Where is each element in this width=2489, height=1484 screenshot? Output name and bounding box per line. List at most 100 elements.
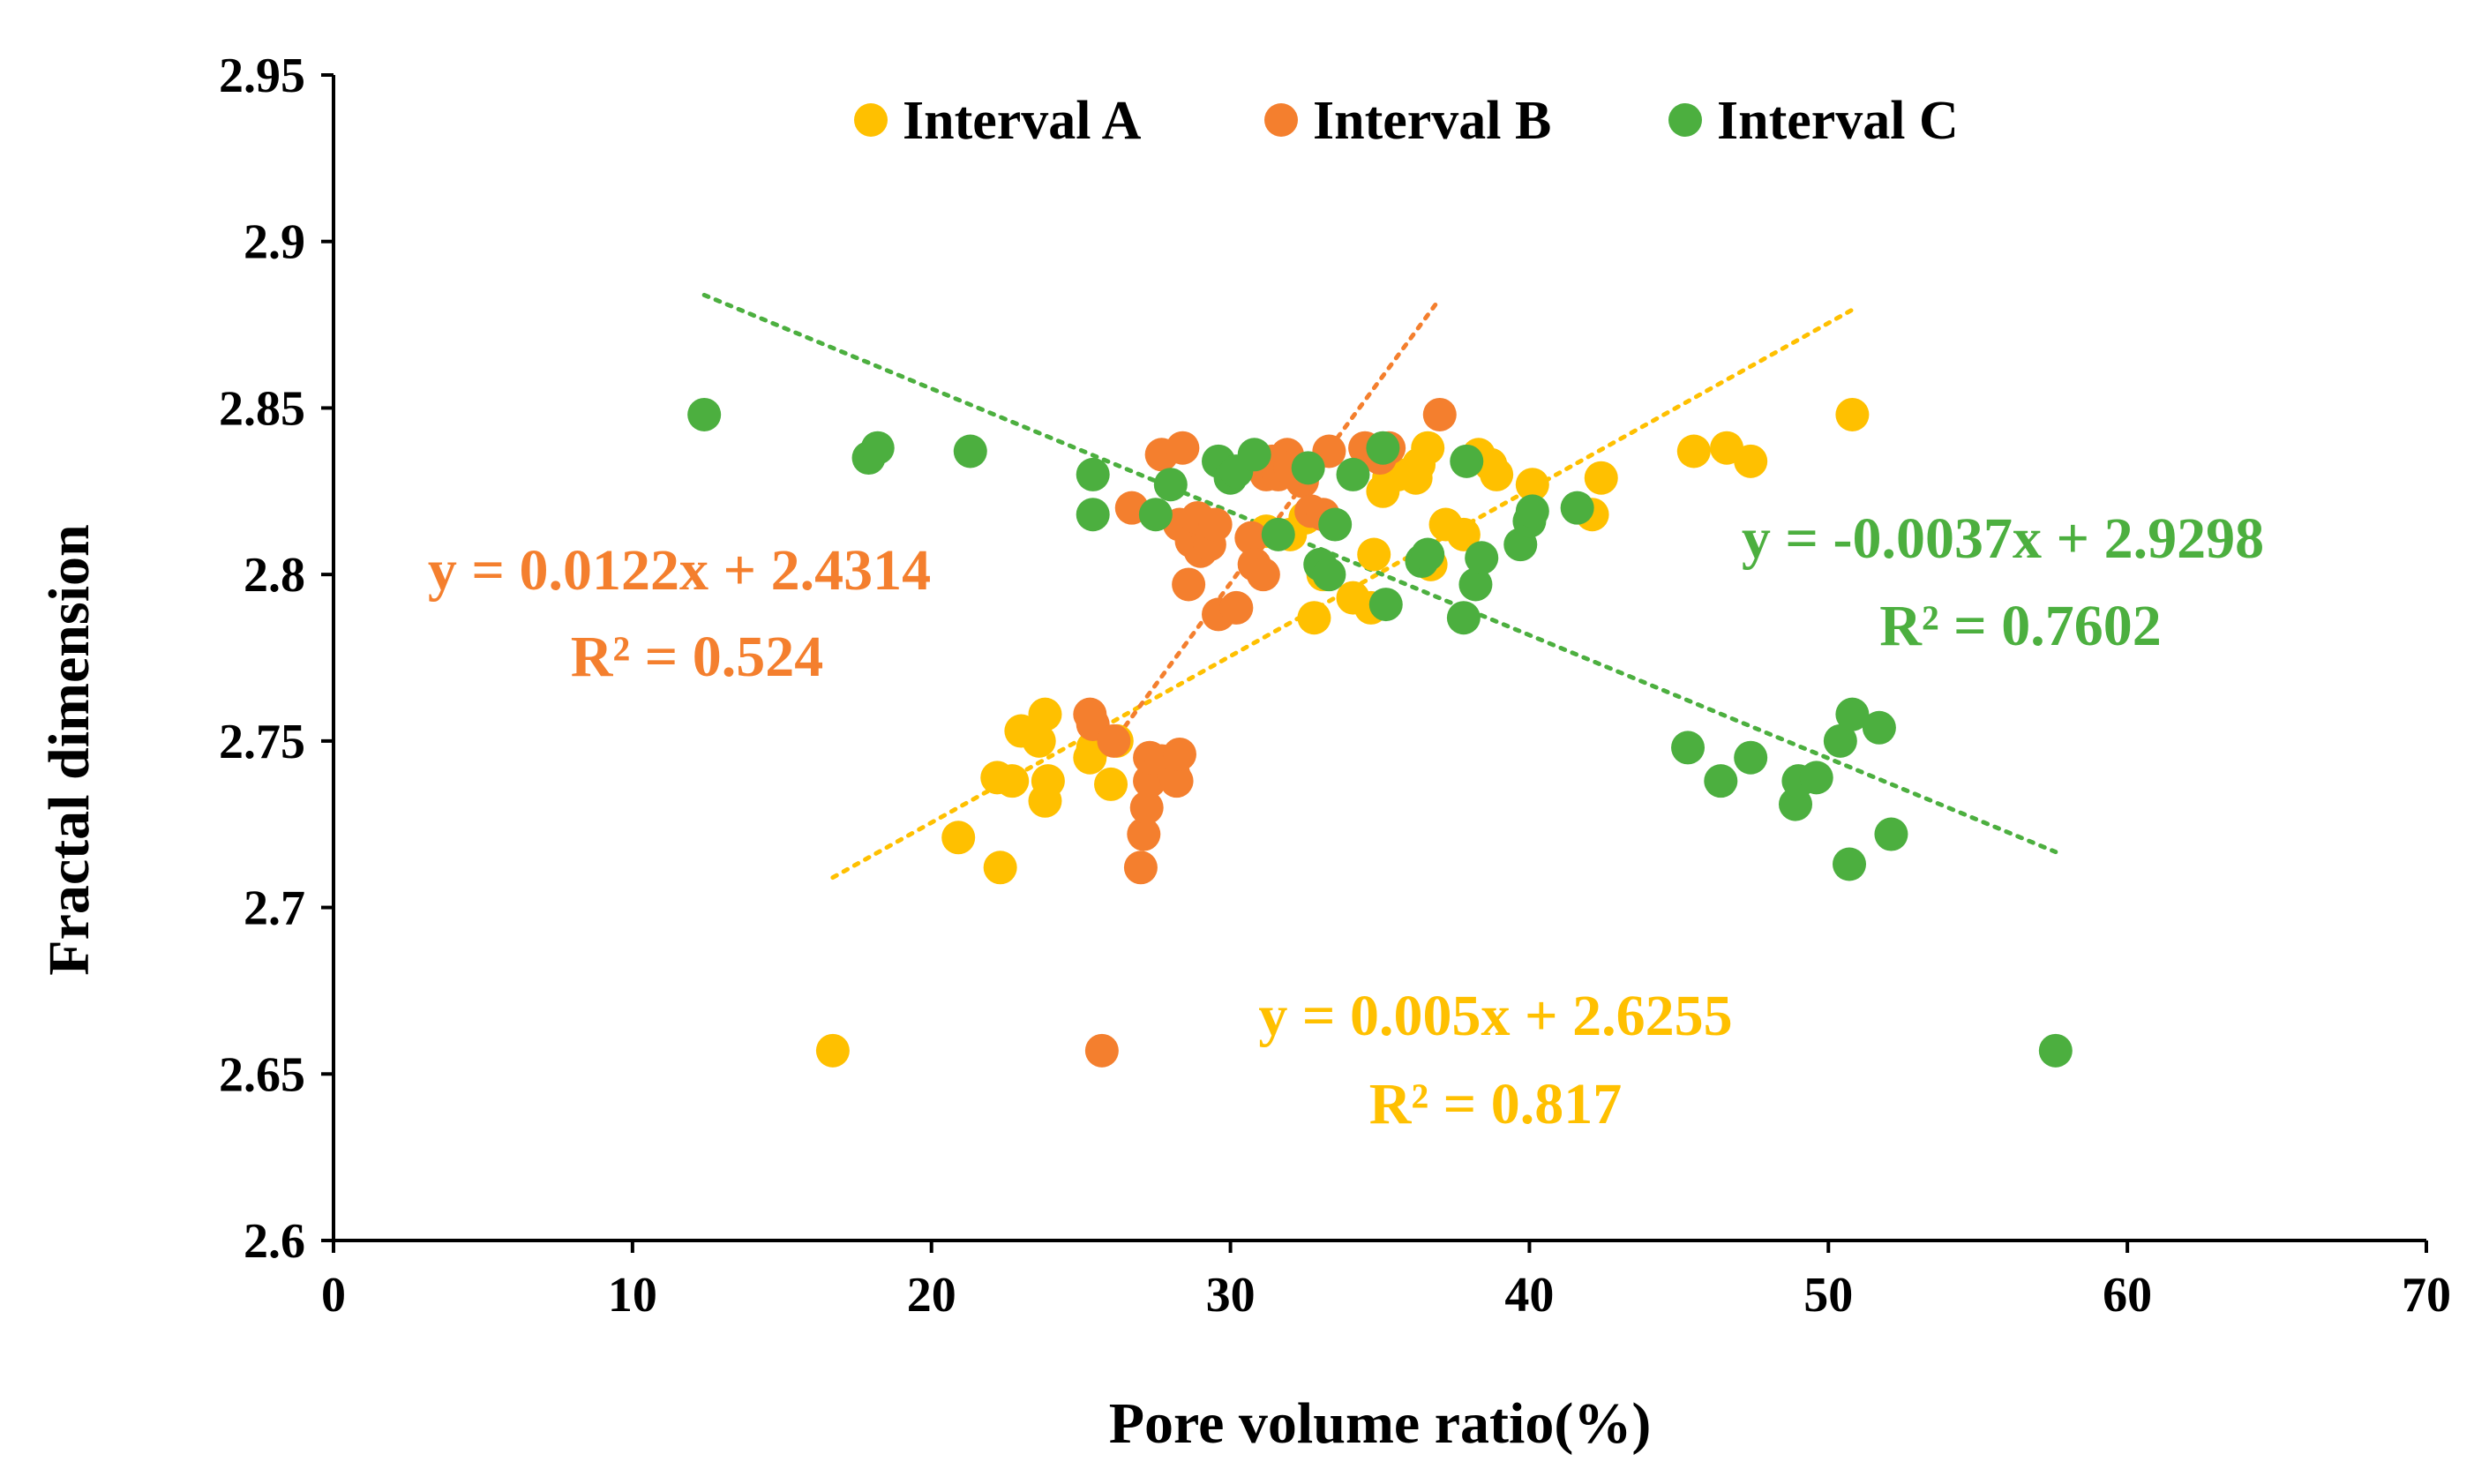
point-interval-a [1515,468,1549,502]
legend-marker-interval-c [1668,103,1702,137]
point-interval-c [2038,1033,2073,1068]
legend-marker-interval-a [854,103,888,137]
y-axis-title: Fractal dimension [37,524,101,975]
point-interval-c [953,434,987,468]
point-interval-b [1084,1033,1119,1068]
point-interval-a [1357,537,1391,572]
x-tick-label-10: 10 [608,1268,657,1323]
equation-interval-a: y = 0.005x + 2.6255 [1258,984,1732,1048]
point-interval-a [815,1033,850,1068]
point-interval-c [1153,468,1188,502]
point-interval-b [1219,590,1254,625]
equation-interval-b: y = 0.0122x + 2.4314 [428,538,931,603]
point-interval-c [687,397,722,431]
legend-label-interval-a: Interval A [903,91,1142,151]
point-interval-a [1028,697,1062,731]
point-interval-a [1022,723,1056,758]
y-tick-label-2.85: 2.85 [219,381,305,436]
trendline-interval-c [701,292,2058,855]
point-interval-a [1676,434,1711,468]
data-points [687,397,2073,1068]
axes [332,75,2426,1242]
point-interval-c [1366,431,1400,465]
point-interval-c [1835,697,1870,731]
point-interval-c [1138,498,1173,532]
point-interval-c [1076,457,1110,491]
point-interval-b [1234,521,1269,555]
x-tick-label-20: 20 [907,1268,956,1323]
point-interval-c [1450,444,1484,478]
point-interval-b [1162,737,1196,771]
x-tick-label-50: 50 [1803,1268,1853,1323]
point-interval-c [1862,710,1896,745]
point-interval-c [1704,764,1738,798]
point-interval-c [1446,601,1481,635]
x-tick-label-30: 30 [1206,1268,1256,1323]
point-interval-c [1291,451,1325,485]
point-interval-b [1127,817,1161,851]
point-interval-a [1411,431,1445,465]
y-tick-label-2.8: 2.8 [244,548,305,603]
y-tick-label-2.75: 2.75 [219,715,305,769]
point-interval-c [1336,457,1370,491]
point-interval-b [1159,764,1194,798]
point-interval-b [1166,431,1200,465]
x-axis-title: Pore volume ratio(%) [1109,1391,1652,1456]
point-interval-a [1480,457,1514,491]
legend-label-interval-b: Interval B [1313,91,1551,151]
point-interval-a [1446,517,1481,551]
r2-interval-b: R² = 0.524 [571,625,824,689]
point-interval-b [1422,397,1457,431]
point-interval-c [1261,517,1295,551]
point-interval-c [1458,567,1493,602]
point-interval-c [1823,723,1857,758]
legend-label-interval-c: Interval C [1717,91,1959,151]
y-tick-label-2.95: 2.95 [219,49,305,103]
point-interval-a [983,851,1017,885]
legend: Interval A Interval B Interval C [854,91,1959,151]
point-interval-c [1076,498,1110,532]
point-interval-a [1094,767,1128,801]
y-tick-label-2.6: 2.6 [244,1214,305,1269]
point-interval-b [1172,567,1206,602]
point-interval-a [1835,397,1870,431]
point-interval-c [1799,761,1833,795]
point-interval-a [1297,601,1331,635]
point-interval-a [1734,444,1768,478]
point-interval-b [1129,791,1164,825]
point-interval-c [1237,438,1271,472]
point-interval-b [1097,723,1131,758]
point-interval-c [1312,558,1346,592]
point-interval-c [1560,491,1594,525]
point-interval-c [1734,740,1768,775]
y-tick-label-2.9: 2.9 [244,215,305,270]
equation-interval-c: y = -0.0037x + 2.9298 [1742,506,2264,571]
point-interval-c [1515,494,1549,528]
x-tick-label-60: 60 [2103,1268,2152,1323]
x-tick-label-70: 70 [2402,1268,2451,1323]
point-interval-c [860,431,895,465]
trendline-annotations: y = 0.0122x + 2.4314 R² = 0.524 y = -0.0… [428,506,2264,1136]
x-tick-label-0: 0 [321,1268,346,1323]
y-tick-label-2.7: 2.7 [244,881,305,936]
r2-interval-c: R² = 0.7602 [1879,594,2162,658]
point-interval-c [1465,541,1499,575]
point-interval-c [1318,507,1353,542]
legend-marker-interval-b [1264,103,1298,137]
point-interval-c [1833,847,1867,881]
y-tick-label-2.65: 2.65 [219,1047,305,1102]
r2-interval-a: R² = 0.817 [1369,1072,1623,1136]
point-interval-c [1411,537,1445,572]
point-interval-a [995,764,1030,798]
axis-ticks: 0 10 20 30 40 50 60 70 2.6 2.65 2.7 2.75 2.8 2.85 2.9 2… [219,49,2451,1323]
point-interval-b [1198,507,1233,542]
point-interval-c [1874,817,1908,851]
point-interval-c [1368,588,1403,622]
x-tick-label-40: 40 [1504,1268,1554,1323]
point-interval-b [1123,851,1158,885]
point-interval-a [1584,461,1618,495]
point-interval-a [941,821,976,855]
point-interval-c [1671,731,1706,765]
point-interval-a [1031,764,1065,798]
